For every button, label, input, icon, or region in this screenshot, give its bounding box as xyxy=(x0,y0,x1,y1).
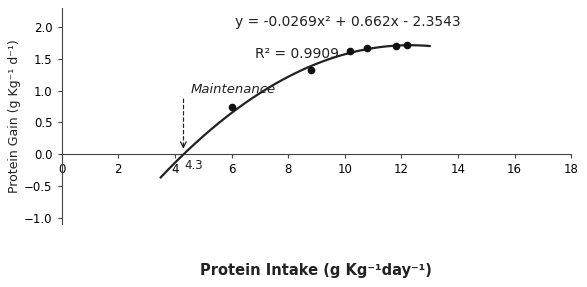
Text: y = -0.0269x² + 0.662x - 2.3543: y = -0.0269x² + 0.662x - 2.3543 xyxy=(235,15,461,29)
Y-axis label: Protein Gain (g Kg⁻¹ d⁻¹): Protein Gain (g Kg⁻¹ d⁻¹) xyxy=(8,39,21,193)
X-axis label: Protein Intake (g Kg⁻¹day⁻¹): Protein Intake (g Kg⁻¹day⁻¹) xyxy=(201,263,433,278)
Text: 4.3: 4.3 xyxy=(185,159,204,172)
Text: R² = 0.9909: R² = 0.9909 xyxy=(255,47,339,61)
Text: Maintenance: Maintenance xyxy=(190,84,275,96)
